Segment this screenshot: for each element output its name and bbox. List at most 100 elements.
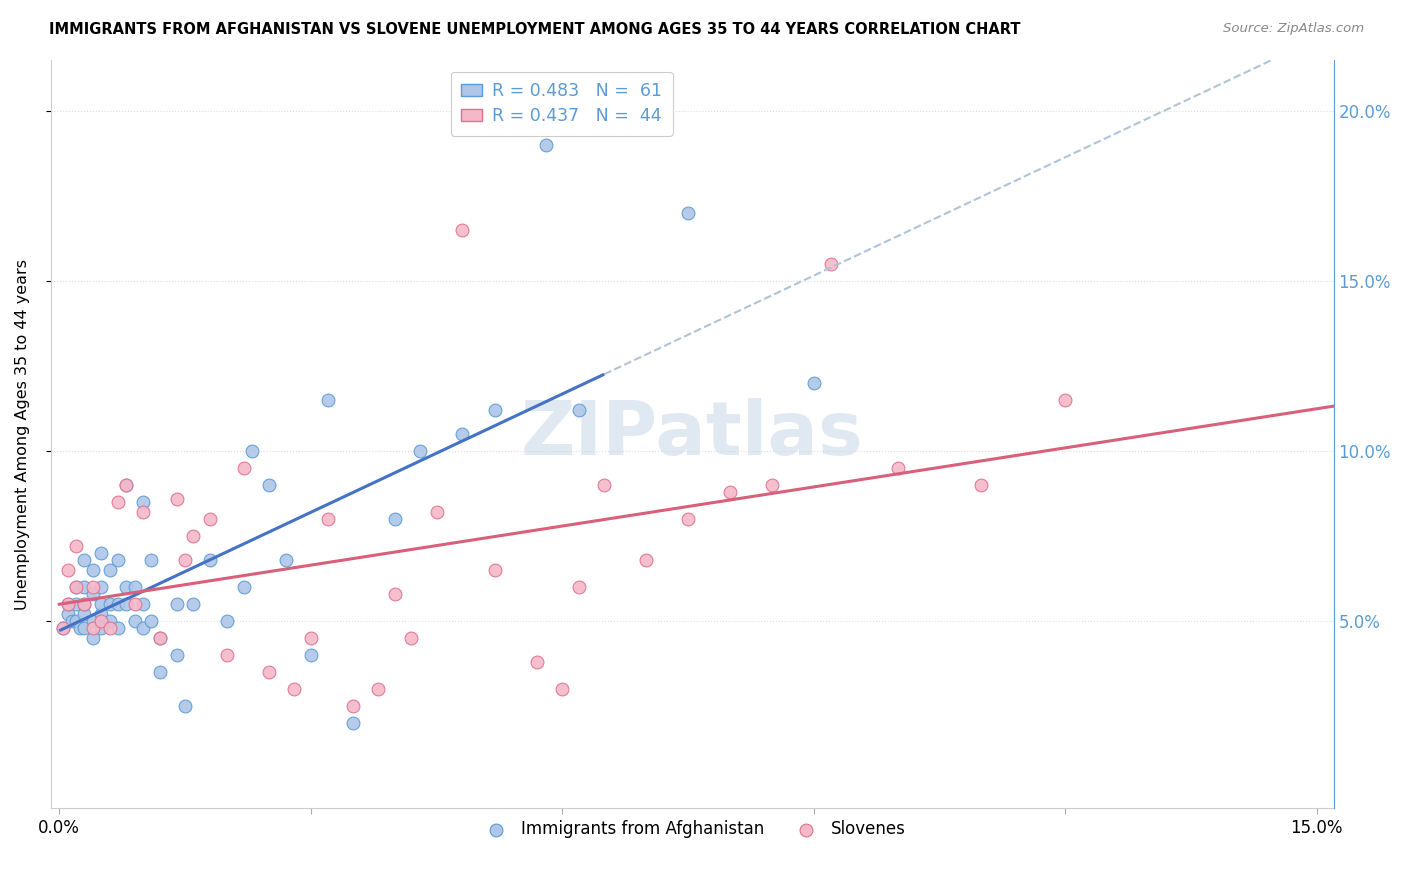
Point (384, 587, 406, 601)
Text: IMMIGRANTS FROM AFGHANISTAN VS SLOVENE UNEMPLOYMENT AMONG AGES 35 TO 44 YEARS CO: IMMIGRANTS FROM AFGHANISTAN VS SLOVENE U… (49, 22, 1021, 37)
Point (115, 478, 138, 492)
Point (676, 206, 699, 220)
Point (98, 563, 121, 577)
Point (232, 580, 254, 594)
Point (69, 621, 91, 635)
Point (107, 597, 129, 611)
Point (316, 392, 339, 407)
Point (115, 597, 138, 611)
Point (73, 621, 96, 635)
Point (98, 621, 121, 635)
Point (56, 597, 79, 611)
Point (65, 539, 87, 553)
Point (56, 597, 79, 611)
Point (450, 427, 472, 442)
Point (240, 444, 263, 458)
Point (107, 621, 129, 635)
Point (215, 648, 238, 663)
Point (107, 553, 129, 567)
Point (65, 580, 87, 594)
Point (484, 403, 506, 417)
Point (107, 495, 129, 509)
Point (215, 614, 238, 628)
Point (90, 621, 112, 635)
Point (149, 632, 172, 646)
Point (274, 553, 297, 567)
Point (198, 553, 221, 567)
Point (56, 607, 79, 622)
Point (141, 553, 163, 567)
Point (65, 597, 87, 611)
Point (299, 632, 322, 646)
Point (166, 597, 188, 611)
Y-axis label: Unemployment Among Ages 35 to 44 years: Unemployment Among Ages 35 to 44 years (15, 259, 30, 609)
Point (342, 716, 364, 731)
Point (401, 632, 423, 646)
Legend: Immigrants from Afghanistan, Slovenes: Immigrants from Afghanistan, Slovenes (472, 814, 912, 845)
Point (115, 580, 138, 594)
Point (409, 444, 432, 458)
Point (174, 553, 197, 567)
Point (761, 478, 783, 492)
Point (73, 597, 96, 611)
Point (149, 665, 172, 680)
Text: ZIPatlas: ZIPatlas (522, 398, 863, 470)
Text: Source: ZipAtlas.com: Source: ZipAtlas.com (1223, 22, 1364, 36)
Point (484, 563, 506, 577)
Point (342, 699, 364, 714)
Point (124, 614, 146, 628)
Point (551, 682, 574, 697)
Point (90, 614, 112, 628)
Point (636, 553, 658, 567)
Point (257, 478, 280, 492)
Point (98, 614, 121, 628)
Point (526, 655, 548, 669)
Point (132, 597, 155, 611)
Point (425, 505, 447, 519)
Point (174, 699, 197, 714)
Point (73, 597, 96, 611)
Point (166, 491, 188, 506)
Point (90, 546, 112, 560)
Point (820, 257, 842, 271)
Point (183, 529, 205, 543)
Point (132, 505, 155, 519)
Point (82, 614, 104, 628)
Point (198, 512, 221, 526)
Point (52, 621, 75, 635)
Point (82, 587, 104, 601)
Point (718, 484, 741, 499)
Point (970, 478, 993, 492)
Point (90, 607, 112, 622)
Point (90, 580, 112, 594)
Point (593, 478, 616, 492)
Point (98, 597, 121, 611)
Point (166, 648, 188, 663)
Point (141, 614, 163, 628)
Point (149, 632, 172, 646)
Point (65, 580, 87, 594)
Point (115, 478, 138, 492)
Point (132, 621, 155, 635)
Point (73, 580, 96, 594)
Point (316, 512, 339, 526)
Point (65, 614, 87, 628)
Point (367, 682, 389, 697)
Point (124, 597, 146, 611)
Point (132, 495, 155, 509)
Point (1054, 392, 1077, 407)
Point (232, 461, 254, 475)
Point (73, 553, 96, 567)
Point (803, 376, 825, 390)
Point (90, 597, 112, 611)
Point (52, 621, 75, 635)
Point (886, 461, 908, 475)
Point (450, 223, 472, 237)
Point (82, 632, 104, 646)
Point (73, 607, 96, 622)
Point (183, 597, 205, 611)
Point (124, 580, 146, 594)
Point (283, 682, 305, 697)
Point (82, 621, 104, 635)
Point (676, 512, 699, 526)
